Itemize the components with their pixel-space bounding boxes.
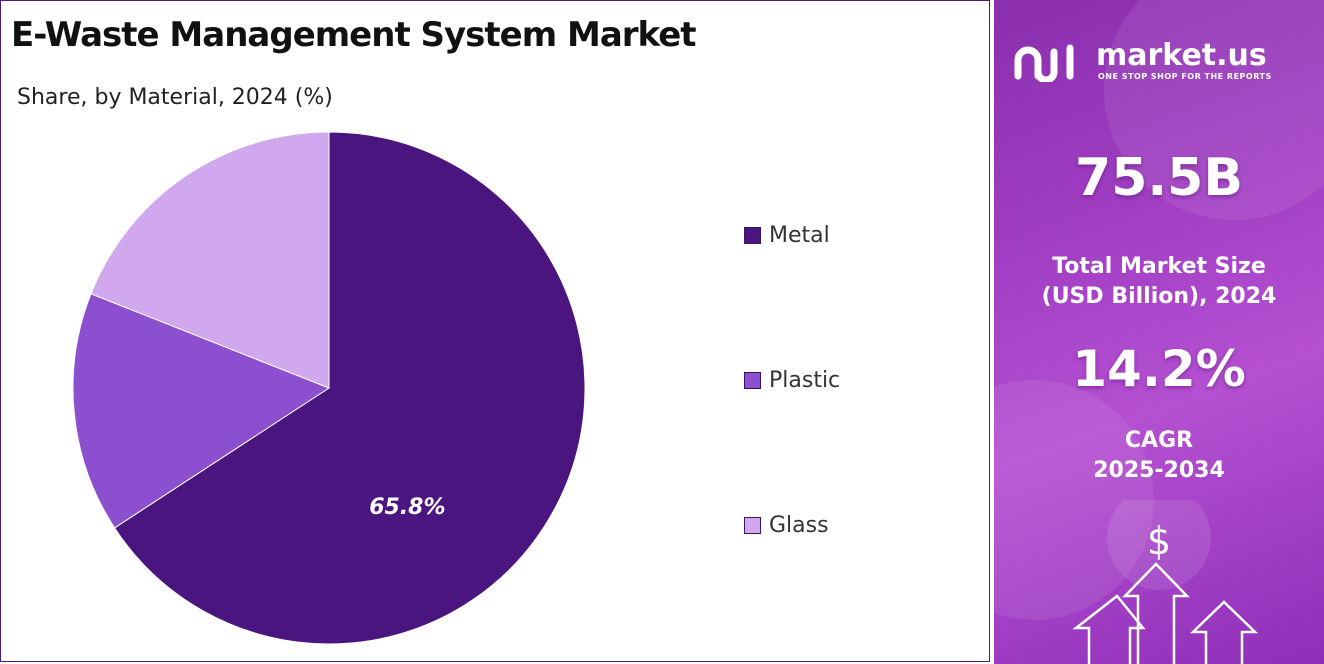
arrow-up-icon — [1072, 594, 1146, 664]
arrow-up-icon — [1189, 600, 1259, 664]
legend-item-metal: Metal — [744, 223, 830, 248]
dollar-icon: $ — [1147, 519, 1171, 563]
cagr-label-line2: 2025-2034 — [1093, 458, 1225, 483]
legend-label: Metal — [769, 223, 830, 248]
pie-slice-metal — [113, 131, 586, 645]
legend-swatch — [744, 227, 761, 244]
cagr-label: CAGR 2025-2034 — [994, 426, 1324, 486]
chart-panel: E-Waste Management System Market Share, … — [0, 0, 990, 662]
chart-subtitle: Share, by Material, 2024 (%) — [17, 85, 333, 110]
market-size-label-line2: (USD Billion), 2024 — [1041, 284, 1277, 309]
pie-slice-plastic — [72, 293, 331, 529]
legend-swatch — [744, 517, 761, 534]
legend-item-plastic: Plastic — [744, 368, 840, 393]
growth-illustration: $ — [1072, 500, 1259, 664]
cagr-value: 14.2% — [1072, 340, 1246, 398]
logo-icon — [1014, 44, 1074, 82]
brand-name: market.us — [1096, 38, 1267, 73]
brand-tagline: ONE STOP SHOP FOR THE REPORTS — [1098, 72, 1272, 81]
arrow-up-icon — [1122, 562, 1190, 664]
data-label-metal: 65.8% — [369, 495, 445, 520]
brand-logo: market.us ONE STOP SHOP FOR THE REPORTS — [1014, 38, 1304, 88]
pie-chart: 65.8% — [72, 131, 586, 645]
market-size-value: 75.5B — [1075, 148, 1243, 208]
legend-item-glass: Glass — [744, 513, 829, 538]
legend-label: Glass — [769, 513, 829, 538]
pie-slice-glass — [90, 131, 330, 389]
chart-title: E-Waste Management System Market — [11, 15, 697, 55]
cagr-label-line1: CAGR — [1124, 428, 1194, 453]
legend-label: Plastic — [769, 368, 841, 393]
market-size-label-line1: Total Market Size — [1052, 254, 1266, 279]
legend-swatch — [744, 372, 761, 389]
coin-glow — [1107, 500, 1211, 590]
market-size-label: Total Market Size (USD Billion), 2024 — [994, 252, 1324, 312]
stats-panel: market.us ONE STOP SHOP FOR THE REPORTS … — [994, 0, 1324, 664]
